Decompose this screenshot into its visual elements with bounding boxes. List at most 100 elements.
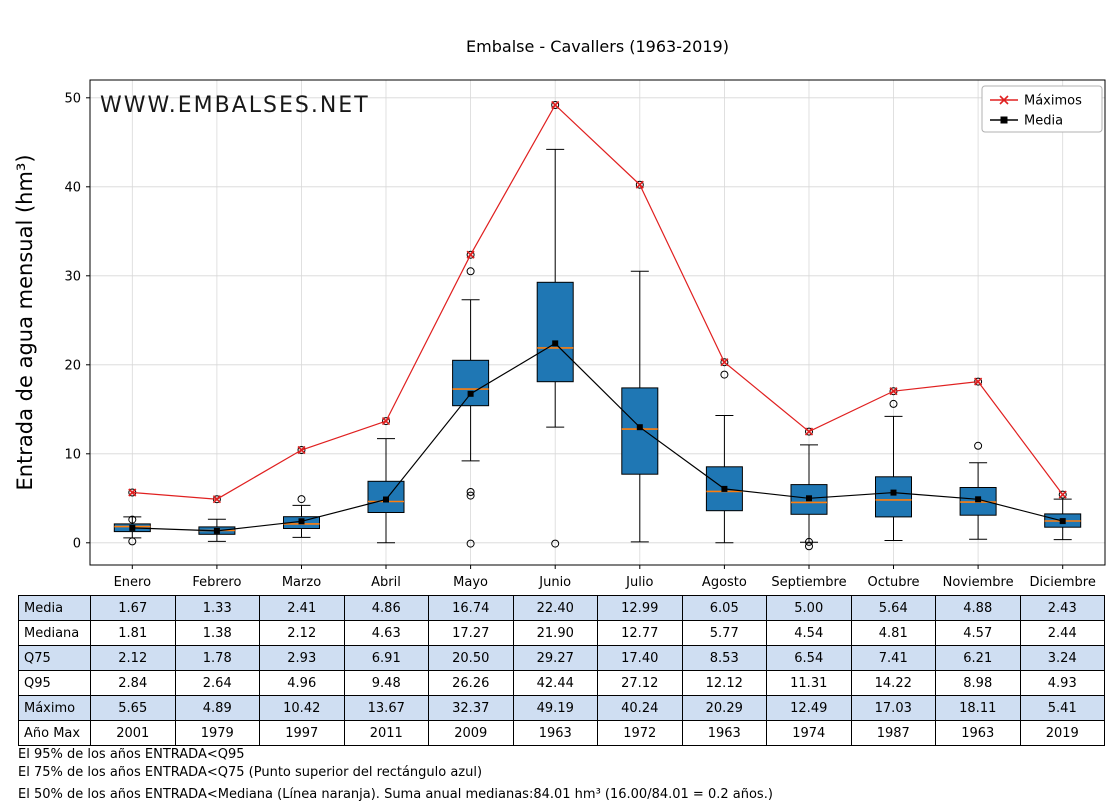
stat-cell: 1979 bbox=[174, 720, 260, 746]
x-marker bbox=[551, 100, 560, 110]
stat-cell: 2.44 bbox=[1019, 620, 1105, 646]
iqr-box bbox=[621, 387, 659, 475]
footnotes: El 95% de los años ENTRADA<Q95 El 75% de… bbox=[18, 747, 773, 806]
stat-cell: 13.67 bbox=[343, 695, 429, 721]
box-Junio bbox=[536, 101, 574, 548]
stat-cell: 9.48 bbox=[343, 670, 429, 696]
stat-cell: 2.43 bbox=[1019, 595, 1105, 621]
stat-cell: 2001 bbox=[90, 720, 176, 746]
row-header: Máximo bbox=[18, 695, 91, 721]
stat-cell: 6.05 bbox=[681, 595, 767, 621]
outlier-marker bbox=[635, 180, 644, 189]
row-header: Q95 bbox=[18, 670, 91, 696]
square-marker bbox=[298, 518, 305, 525]
y-axis-label: Entrada de agua mensual (hm³) bbox=[13, 154, 37, 490]
stat-cell: 4.93 bbox=[1019, 670, 1105, 696]
square-marker bbox=[890, 489, 897, 496]
square-marker bbox=[467, 390, 474, 397]
stat-cell: 12.12 bbox=[681, 670, 767, 696]
stat-cell: 1963 bbox=[935, 720, 1021, 746]
series-Media bbox=[129, 340, 1066, 534]
square-marker bbox=[383, 496, 389, 503]
x-marker bbox=[381, 417, 391, 426]
stats-row-mediana: Mediana 1.81 1.38 2.12 4.63 17.27 21.90 12.77 5.… bbox=[18, 620, 1105, 646]
y-tick-label: 10 bbox=[64, 447, 81, 462]
stat-cell: 1.33 bbox=[174, 595, 260, 621]
stat-cell: 4.96 bbox=[259, 670, 345, 696]
outlier-marker bbox=[805, 542, 813, 551]
stat-cell: 8.53 bbox=[681, 645, 767, 671]
row-header: Q75 bbox=[18, 645, 91, 671]
stat-cell: 1997 bbox=[259, 720, 345, 746]
x-tick-label: Octubre bbox=[867, 575, 919, 590]
outlier-marker bbox=[382, 417, 390, 426]
row-header: Mediana bbox=[18, 620, 91, 646]
stat-cell: 2.12 bbox=[259, 620, 345, 646]
stat-cell: 14.22 bbox=[850, 670, 936, 696]
stat-cell: 1972 bbox=[597, 720, 683, 746]
stat-cell: 4.63 bbox=[343, 620, 429, 646]
stat-cell: 12.77 bbox=[597, 620, 683, 646]
y-tick-label: 0 bbox=[73, 536, 81, 551]
stat-cell: 2.64 bbox=[174, 670, 260, 696]
watermark: WWW.EMBALSES.NET bbox=[100, 93, 370, 118]
outlier-marker bbox=[889, 399, 898, 408]
outlier-marker bbox=[128, 515, 137, 524]
square-marker bbox=[975, 496, 982, 503]
stat-cell: 2.93 bbox=[259, 645, 345, 671]
stat-cell: 1963 bbox=[681, 720, 767, 746]
outlier-marker bbox=[466, 491, 475, 500]
x-tick-label: Noviembre bbox=[943, 575, 1014, 590]
stat-cell: 17.27 bbox=[428, 620, 514, 646]
stat-cell: 22.40 bbox=[512, 595, 598, 621]
outlier-marker bbox=[1058, 490, 1067, 499]
legend-label: Máximos bbox=[1024, 94, 1082, 109]
stat-cell: 5.64 bbox=[850, 595, 936, 621]
outlier-marker bbox=[128, 537, 137, 546]
legend: Máximos Media bbox=[981, 85, 1103, 133]
chart-title: Embalse - Cavallers (1963-2019) bbox=[466, 37, 729, 56]
series-Máximos bbox=[128, 100, 1067, 504]
x-marker bbox=[297, 445, 306, 455]
stat-cell: 1963 bbox=[512, 720, 598, 746]
stat-cell: 5.77 bbox=[681, 620, 767, 646]
stat-cell: 20.29 bbox=[681, 695, 767, 721]
outlier-marker bbox=[551, 539, 560, 548]
outlier-marker bbox=[720, 370, 729, 379]
x-marker bbox=[1058, 490, 1067, 499]
outlier-marker bbox=[974, 441, 983, 450]
stat-cell: 4.86 bbox=[343, 595, 429, 621]
stats-row-q75: Q75 2.12 1.78 2.93 6.91 20.50 29.27 17.40 8.53 6.… bbox=[18, 645, 1105, 671]
square-marker bbox=[721, 485, 728, 492]
stat-cell: 16.74 bbox=[428, 595, 514, 621]
stat-cell: 42.44 bbox=[512, 670, 598, 696]
stat-cell: 49.19 bbox=[512, 695, 598, 721]
box-Octubre bbox=[875, 387, 912, 541]
x-tick-label: Septiembre bbox=[771, 575, 846, 590]
square-marker bbox=[806, 495, 812, 502]
stat-cell: 6.21 bbox=[935, 645, 1021, 671]
stat-cell: 2011 bbox=[343, 720, 429, 746]
stat-cell: 6.54 bbox=[766, 645, 852, 671]
stat-cell: 1.67 bbox=[90, 595, 176, 621]
outlier-marker bbox=[551, 101, 560, 109]
stats-row-año-max: Año Max 2001 1979 1997 2011 2009 1963 1972 1963 1… bbox=[18, 720, 1105, 746]
iqr-box bbox=[875, 476, 912, 518]
stat-cell: 17.40 bbox=[597, 645, 683, 671]
x-tick-label: Agosto bbox=[702, 575, 747, 590]
x-tick-label: Diciembre bbox=[1030, 575, 1096, 590]
footnote-q75: El 75% de los años ENTRADA<Q75 (Punto su… bbox=[18, 764, 483, 780]
y-tick-label: 50 bbox=[64, 91, 81, 106]
stat-cell: 27.12 bbox=[597, 670, 683, 696]
stat-cell: 18.11 bbox=[935, 695, 1021, 721]
stat-cell: 2009 bbox=[428, 720, 514, 746]
monthly-stats-table: Media 1.67 1.33 2.41 4.86 16.74 22.40 12.99 6.05… bbox=[18, 595, 1105, 746]
stats-row-media: Media 1.67 1.33 2.41 4.86 16.74 22.40 12.99 6.05… bbox=[18, 595, 1105, 621]
stat-cell: 26.26 bbox=[428, 670, 514, 696]
outlier-marker bbox=[297, 446, 306, 454]
box-Mayo bbox=[452, 250, 490, 548]
outlier-marker bbox=[466, 250, 475, 259]
x-marker bbox=[974, 377, 983, 386]
stat-cell: 1.81 bbox=[90, 620, 176, 646]
square-marker bbox=[636, 424, 643, 431]
